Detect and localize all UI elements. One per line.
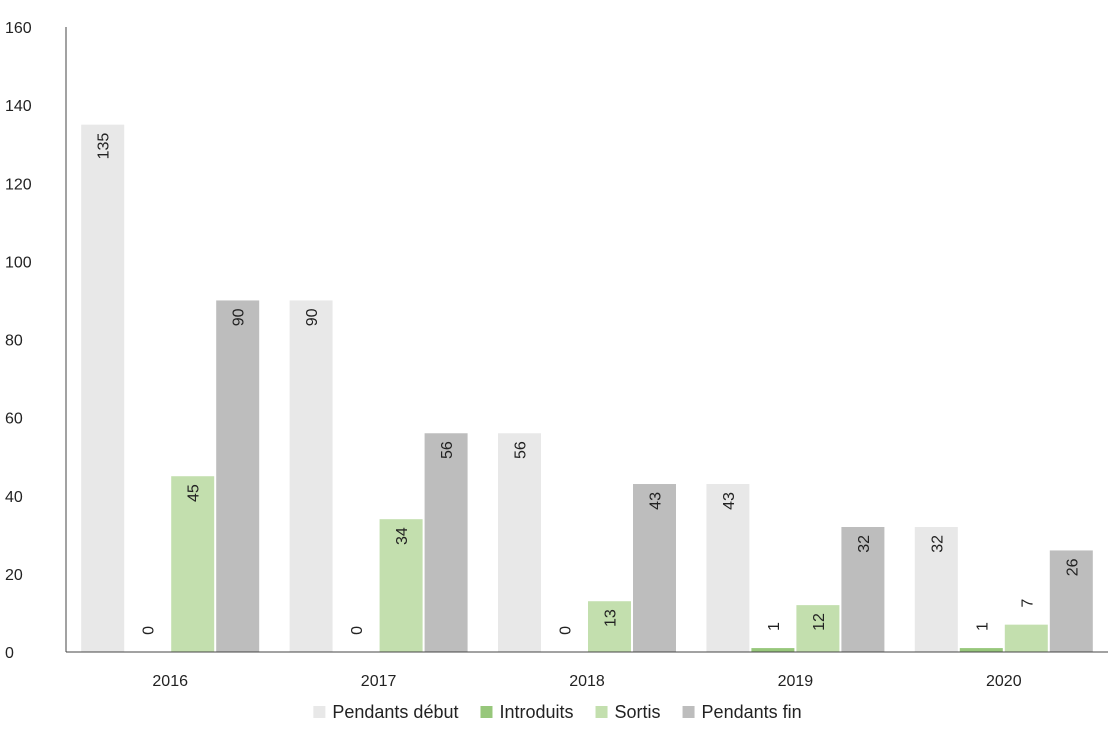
legend-label: Pendants fin <box>702 702 802 722</box>
y-tick-label: 100 <box>5 254 32 271</box>
y-tick-label: 40 <box>5 489 23 506</box>
x-tick-label: 2018 <box>569 673 605 690</box>
legend-label: Sortis <box>615 702 661 722</box>
x-tick-label: 2017 <box>361 673 397 690</box>
bar-value-label: 43 <box>721 492 738 510</box>
y-tick-label: 120 <box>5 176 32 193</box>
bar <box>289 300 333 652</box>
bar-value-label: 12 <box>811 613 828 631</box>
bar-value-label: 45 <box>186 484 203 502</box>
bar-value-label: 56 <box>513 441 530 459</box>
legend: Pendants début Introduits Sortis Pendants f… <box>313 702 802 722</box>
y-tick-label: 80 <box>5 333 23 350</box>
x-tick-label: 2016 <box>152 673 188 690</box>
bar-value-label: 90 <box>304 308 321 326</box>
bar-value-label: 13 <box>603 609 620 627</box>
bar <box>1004 624 1048 652</box>
bar <box>633 484 676 652</box>
y-axis: 0 20 40 60 80 100 120 140 160 <box>5 20 67 662</box>
bar <box>751 648 795 652</box>
bar-value-label: 1 <box>974 622 991 631</box>
bar <box>914 527 958 652</box>
legend-label: Pendants début <box>332 702 458 722</box>
x-axis: 2016 2017 2018 2019 2020 <box>66 651 1108 690</box>
bar <box>424 433 468 652</box>
y-tick-label: 0 <box>5 645 14 662</box>
bar <box>1049 550 1093 652</box>
bar <box>588 601 631 652</box>
x-tick-label: 2019 <box>778 673 814 690</box>
bars <box>81 124 1093 652</box>
bar-value-label: 135 <box>96 133 113 160</box>
bar <box>498 433 541 652</box>
bar <box>216 300 260 652</box>
bar <box>959 648 1003 652</box>
bar <box>81 124 125 652</box>
bar-value-label: 56 <box>439 441 456 459</box>
x-tick-label: 2020 <box>986 673 1022 690</box>
bar-value-label: 90 <box>231 308 248 326</box>
legend-swatch <box>313 706 326 718</box>
legend-swatch <box>480 706 493 718</box>
y-tick-label: 160 <box>5 20 32 37</box>
y-tick-label: 140 <box>5 98 32 115</box>
bar-labels: 135 0 45 90 90 0 34 56 56 0 13 43 43 1 12 32 32 1 7 26 <box>96 133 1082 635</box>
bar-value-label: 1 <box>766 622 783 631</box>
y-tick-label: 60 <box>5 411 23 428</box>
bar-value-label: 0 <box>558 626 575 635</box>
bar <box>379 519 423 652</box>
bar-value-label: 34 <box>394 527 411 545</box>
bar-value-label: 0 <box>141 626 158 635</box>
legend-swatch <box>682 706 695 718</box>
bar-value-label: 26 <box>1064 558 1081 576</box>
bar <box>706 484 750 652</box>
legend-swatch <box>595 706 608 718</box>
bar <box>841 527 885 652</box>
bar <box>796 605 840 652</box>
legend-label: Introduits <box>499 702 573 722</box>
bar-value-label: 43 <box>648 492 665 510</box>
bar-value-label: 32 <box>856 535 873 553</box>
bar-value-label: 7 <box>1019 599 1036 608</box>
bar-value-label: 0 <box>349 626 366 635</box>
bar-value-label: 32 <box>929 535 946 553</box>
bar <box>171 476 215 652</box>
y-tick-label: 20 <box>5 567 23 584</box>
